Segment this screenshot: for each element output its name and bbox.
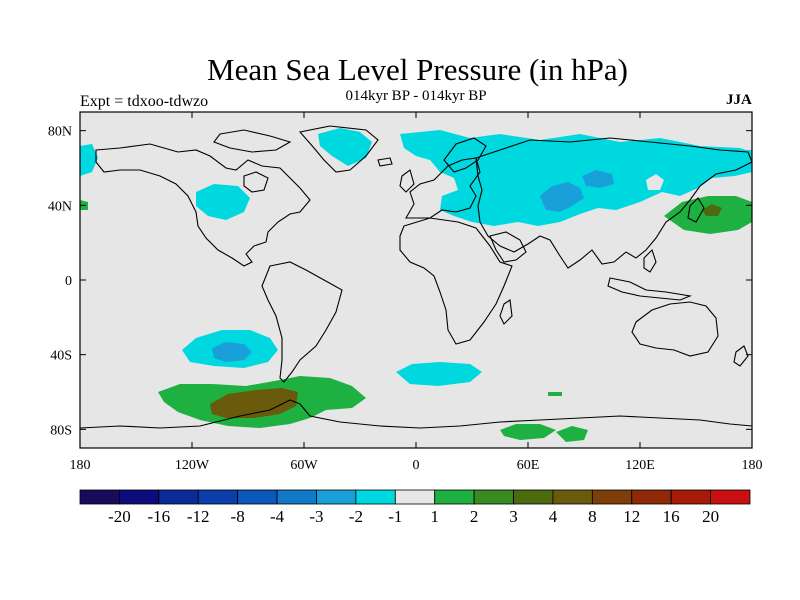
- colorbar-swatch: [591, 489, 633, 505]
- colorbar-swatch: [710, 489, 751, 505]
- colorbar-label: 4: [549, 507, 558, 526]
- colorbar-swatch: [355, 489, 396, 505]
- colorbar-label: -2: [349, 507, 363, 526]
- coast-antarctica: [79, 399, 753, 429]
- coast-australia: [631, 301, 719, 357]
- coast-europe: [405, 157, 481, 219]
- colorbar-label: 8: [588, 507, 597, 526]
- colorbar-label: 12: [623, 507, 640, 526]
- colorbar-swatch: [631, 489, 672, 505]
- colorbar-label: -16: [147, 507, 170, 526]
- colorbar-label: 20: [702, 507, 719, 526]
- anomaly-fields: [80, 128, 752, 442]
- anomaly-neutral-patch: [646, 174, 664, 190]
- season-label: JJA: [726, 92, 752, 108]
- colorbar: -20 -16 -12 -8 -4 -3 -2 -1 1 2 3 4 8 12 16 20: [79, 489, 751, 526]
- anomaly-antarctic-east: [500, 424, 556, 440]
- anomaly-north-pacific: [196, 184, 250, 220]
- experiment-label: Expt = tdxoo-tdwzo: [80, 93, 209, 110]
- anomaly-southern-ocean-core: [210, 388, 298, 418]
- colorbar-label: 1: [430, 507, 439, 526]
- coast-uk: [399, 169, 415, 193]
- x-tick-label: 60E: [517, 458, 540, 473]
- colorbar-swatch: [513, 489, 554, 505]
- y-axis: 80N 40N 0 40S 80S: [48, 125, 752, 438]
- colorbar-label: -3: [309, 507, 323, 526]
- colorbar-swatch: [79, 489, 120, 505]
- coast-asia: [475, 137, 753, 269]
- colorbar-label: -1: [388, 507, 402, 526]
- coast-indonesia: [607, 277, 693, 301]
- period-label: 014kyr BP - 014kyr BP: [345, 88, 487, 104]
- colorbar-swatch: [119, 489, 160, 505]
- colorbar-swatch: [158, 489, 199, 505]
- x-tick-label: 120W: [175, 458, 210, 473]
- y-tick-label: 40N: [48, 199, 72, 214]
- x-axis: 180 120W 60W 0 60E 120E 180: [70, 112, 763, 473]
- chart-title: Mean Sea Level Pressure (in hPa): [207, 52, 628, 87]
- colorbar-swatch: [276, 489, 317, 505]
- colorbar-swatch: [197, 489, 239, 505]
- colorbar-label: 16: [663, 507, 680, 526]
- x-tick-label: 0: [413, 458, 420, 473]
- colorbar-label: -8: [231, 507, 245, 526]
- anomaly-eurasia-core-b: [582, 170, 614, 188]
- coast-madagascar: [499, 299, 513, 325]
- coastlines: [79, 125, 753, 429]
- coast-hudson-bay: [243, 171, 269, 193]
- anomaly-eurasia-core: [540, 182, 584, 212]
- anomaly-small-island: [548, 392, 562, 396]
- colorbar-swatch: [394, 489, 436, 505]
- y-tick-label: 80S: [50, 423, 72, 438]
- y-tick-label: 80N: [48, 125, 72, 140]
- coast-new-zealand: [733, 345, 749, 367]
- colorbar-swatch: [316, 489, 357, 505]
- anomaly-south-atlantic: [396, 362, 482, 386]
- coast-arctic-islands: [213, 129, 292, 153]
- coast-south-america: [261, 261, 343, 383]
- anomaly-nw-pacific-core: [702, 204, 722, 216]
- colorbar-swatch: [237, 489, 278, 505]
- coast-greenland: [298, 125, 379, 173]
- y-tick-label: 0: [65, 274, 72, 289]
- x-tick-label: 180: [742, 458, 763, 473]
- coast-arabia: [489, 231, 527, 263]
- x-tick-label: 60W: [290, 458, 318, 473]
- anomaly-greenland: [318, 128, 372, 166]
- anomaly-arctic-west: [80, 144, 98, 176]
- anomaly-south-pacific-core: [212, 342, 252, 362]
- x-tick-label: 120E: [625, 458, 655, 473]
- colorbar-swatch: [434, 489, 475, 505]
- y-tick-label: 40S: [50, 349, 72, 364]
- coast-japan: [687, 197, 705, 223]
- coast-africa: [399, 217, 513, 345]
- colorbar-label: -20: [108, 507, 131, 526]
- colorbar-label: 3: [509, 507, 518, 526]
- colorbar-label: -12: [187, 507, 210, 526]
- colorbar-label: -4: [270, 507, 285, 526]
- colorbar-label: 2: [470, 507, 479, 526]
- coast-scandinavia: [443, 137, 487, 173]
- colorbar-swatch: [670, 489, 711, 505]
- anomaly-antarctic-east-b: [556, 426, 588, 442]
- colorbar-swatch: [473, 489, 514, 505]
- coast-iceland: [377, 157, 393, 167]
- coast-philippines: [643, 248, 657, 273]
- x-tick-label: 180: [70, 458, 91, 473]
- colorbar-swatch: [552, 489, 593, 505]
- coast-north-america: [95, 143, 311, 267]
